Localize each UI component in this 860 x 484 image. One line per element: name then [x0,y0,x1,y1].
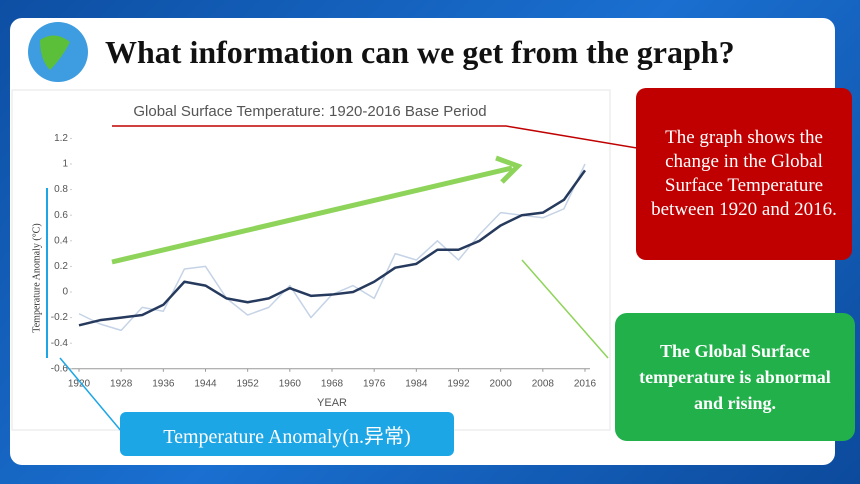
x-tick-label: 1976 [363,379,386,390]
trend-arrow [111,165,513,265]
callout-green: The Global Surface temperature is abnorm… [615,313,855,441]
x-tick-label: 1928 [110,379,133,390]
chart-title: Global Surface Temperature: 1920-2016 Ba… [133,103,486,120]
x-tick-label: 1952 [237,379,260,390]
y-tick-label: 0.6 [54,210,68,221]
y-tick-label: 0.2 [54,261,68,272]
connector [59,357,123,433]
x-tick-label: 2008 [532,379,555,390]
plot: -0.6 -0.4 -0.2 0 0.2 0.4 0.6 0.8 1 1.2 1920 1928 193… [51,133,597,390]
x-tick-label: 2016 [574,379,597,390]
globe-land [40,35,70,70]
callout-blue: Temperature Anomaly(n.异常) [120,412,454,456]
series-line [78,169,587,327]
y-tick-label: -0.4 [51,338,69,349]
slide-title: What information can we get from the gra… [105,34,735,70]
chart-frame [11,89,611,431]
x-tick-label: 1944 [194,379,217,390]
connector [505,125,638,149]
x-tick-label: 1920 [68,379,91,390]
y-tick-label: -0.6 [51,363,69,374]
trend-arrow-head [495,155,523,184]
y-tick-label: -0.2 [51,312,69,323]
x-tick-label: 1936 [152,379,175,390]
y-axis-label: Temperature Anomaly (°C) [31,223,42,332]
x-axis-label: YEAR [317,397,347,409]
y-tick-label: 0.4 [54,235,68,246]
callout-red: The graph shows the change in the Global… [636,88,852,260]
y-tick-label: 1 [62,159,68,170]
x-tick-label: 1984 [405,379,428,390]
x-tick-label: 1968 [321,379,344,390]
y-tick-label: 1.2 [54,133,68,144]
x-tick-label: 1992 [447,379,470,390]
y-tick-label: 0.8 [54,184,68,195]
connector [521,259,609,359]
x-tick-label: 2000 [490,379,513,390]
x-tick-label: 1960 [279,379,302,390]
y-tick-label: 0 [62,287,68,298]
